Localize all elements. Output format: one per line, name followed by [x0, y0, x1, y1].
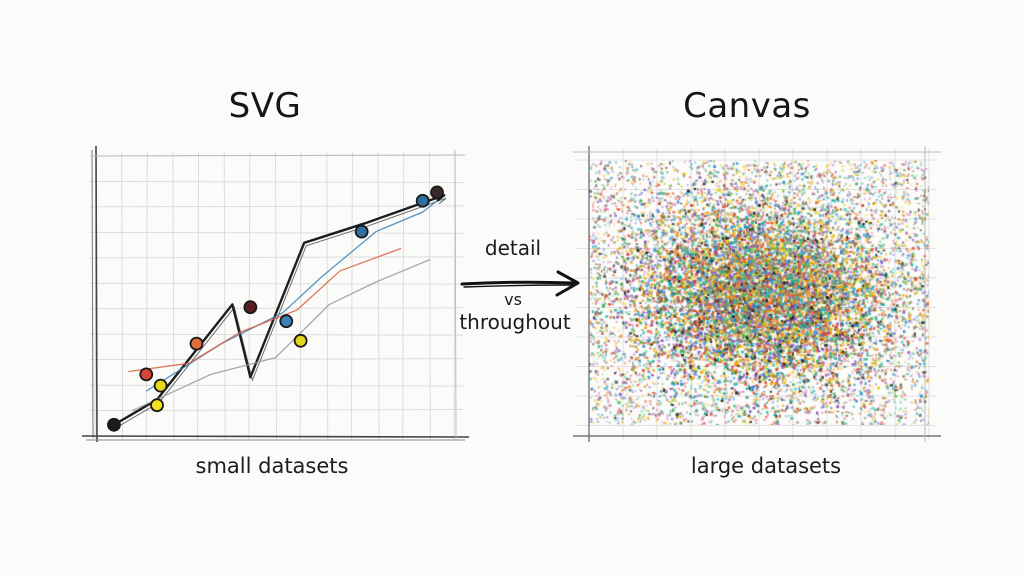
series-line-sketch	[115, 197, 447, 429]
series-line	[131, 258, 431, 412]
grid-line-vertical	[248, 151, 251, 441]
grid-line-vertical	[172, 151, 175, 441]
data-point-marker	[189, 336, 204, 351]
canvas-scatter-plot	[589, 160, 929, 425]
grid-line-vertical	[428, 151, 431, 441]
grid-line-horizontal	[89, 180, 464, 183]
data-point-marker	[293, 333, 308, 348]
data-point-marker	[430, 185, 444, 200]
x-axis	[81, 435, 470, 438]
data-point-marker	[150, 398, 164, 413]
y-axis	[95, 145, 98, 443]
data-point-marker	[153, 378, 168, 393]
grid-line-vertical	[377, 151, 380, 441]
grid-line-horizontal	[89, 205, 464, 208]
grid-line-vertical	[402, 151, 405, 441]
data-point-marker	[107, 417, 121, 432]
grid-line-vertical	[350, 151, 353, 441]
y-axis-sketch	[91, 149, 94, 439]
top-frame	[89, 154, 466, 157]
svg-title: SVG	[228, 86, 302, 126]
data-point-marker	[354, 224, 369, 239]
canvas-title: Canvas	[683, 86, 811, 126]
grid-line-vertical	[145, 151, 148, 441]
grid-line-vertical	[223, 151, 226, 441]
canvas-chart-panel	[565, 140, 945, 450]
svg-chart-sketch	[81, 145, 470, 443]
grid-line-horizontal	[89, 409, 464, 412]
grid-line-horizontal	[89, 333, 464, 336]
grid-line-horizontal	[89, 282, 464, 285]
grid-line-horizontal	[89, 307, 464, 310]
grid-line-horizontal	[89, 358, 464, 361]
grid-line-horizontal	[89, 231, 464, 234]
comparison-label-detail: detail	[484, 236, 542, 260]
series-line	[128, 247, 402, 373]
right-arrow-icon	[460, 270, 580, 297]
right-frame	[454, 149, 457, 441]
data-point-marker	[139, 367, 154, 382]
comparison-label-vs: vs	[504, 290, 522, 309]
canvas-caption: large datasets	[690, 454, 842, 478]
svg-chart-panel	[70, 140, 470, 450]
comparison-label-throughout: throughout	[459, 310, 571, 334]
data-point-marker	[279, 314, 294, 329]
series-line	[113, 194, 446, 426]
data-point-marker	[243, 300, 258, 315]
grid-line-vertical	[275, 151, 277, 441]
data-point-marker	[415, 193, 430, 208]
grid-line-horizontal	[89, 384, 464, 387]
grid-line-horizontal	[89, 256, 464, 259]
svg-caption: small datasets	[195, 454, 349, 478]
grid-line-vertical	[197, 151, 200, 441]
grid-line-vertical	[326, 151, 329, 441]
grid-line-vertical	[121, 151, 124, 441]
